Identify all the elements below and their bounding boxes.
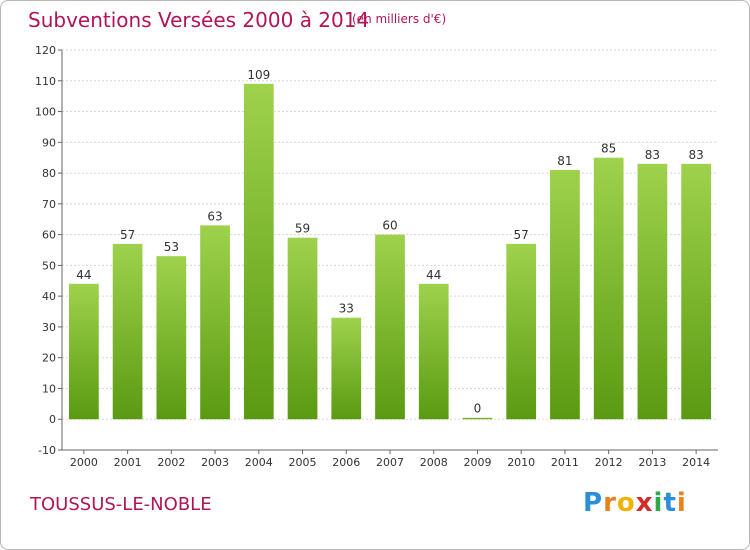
data-label: 63 bbox=[207, 209, 222, 223]
data-label: 85 bbox=[601, 142, 616, 156]
y-tick-label: 80 bbox=[42, 167, 56, 180]
x-tick-label: 2006 bbox=[332, 456, 360, 469]
bar bbox=[418, 283, 449, 420]
data-label: 44 bbox=[76, 268, 91, 282]
data-label: 60 bbox=[382, 219, 397, 233]
x-tick-label: 2002 bbox=[157, 456, 185, 469]
y-tick-label: 110 bbox=[35, 75, 56, 88]
y-tick-label: 30 bbox=[42, 321, 56, 334]
bar bbox=[375, 234, 405, 420]
logo-letter: o bbox=[616, 488, 636, 518]
bar bbox=[287, 237, 318, 420]
y-tick-label: 60 bbox=[42, 229, 56, 242]
bar bbox=[331, 317, 362, 420]
data-label: 83 bbox=[688, 148, 703, 162]
logo-letter: x bbox=[635, 488, 654, 518]
data-label: 0 bbox=[474, 402, 482, 416]
x-tick-label: 2003 bbox=[201, 456, 229, 469]
proxiti-logo: Proxiti bbox=[583, 488, 687, 518]
y-tick-label: 40 bbox=[42, 290, 56, 303]
x-tick-label: 2011 bbox=[551, 456, 579, 469]
bar bbox=[156, 256, 187, 420]
bar bbox=[462, 417, 493, 420]
x-tick-label: 2004 bbox=[245, 456, 273, 469]
x-tick-label: 2001 bbox=[114, 456, 142, 469]
bar bbox=[637, 163, 668, 420]
y-tick-label: 90 bbox=[42, 136, 56, 149]
x-tick-label: 2012 bbox=[595, 456, 623, 469]
logo-letter: t bbox=[663, 488, 677, 518]
y-tick-label: 70 bbox=[42, 198, 56, 211]
logo-letter: i bbox=[653, 488, 664, 518]
y-tick-label: 100 bbox=[35, 106, 56, 119]
bar bbox=[681, 163, 712, 420]
x-tick-label: 2007 bbox=[376, 456, 404, 469]
data-label: 57 bbox=[120, 228, 135, 242]
y-tick-label: 10 bbox=[42, 382, 56, 395]
data-label: 57 bbox=[514, 228, 529, 242]
y-tick-label: 20 bbox=[42, 352, 56, 365]
bar bbox=[593, 157, 624, 420]
bar bbox=[68, 283, 99, 420]
x-tick-label: 2000 bbox=[70, 456, 98, 469]
data-label: 83 bbox=[645, 148, 660, 162]
bar bbox=[112, 243, 143, 420]
commune-name: TOUSSUS-LE-NOBLE bbox=[30, 494, 212, 515]
x-tick-label: 2013 bbox=[638, 456, 666, 469]
data-label: 53 bbox=[164, 240, 179, 254]
chart-subtitle: (en milliers d'€) bbox=[352, 12, 447, 26]
x-tick-label: 2014 bbox=[682, 456, 710, 469]
bar bbox=[200, 225, 230, 420]
logo-letter: P bbox=[583, 488, 604, 518]
data-label: 109 bbox=[247, 68, 270, 82]
y-tick-label: 0 bbox=[49, 413, 56, 426]
y-tick-label: 50 bbox=[42, 259, 56, 272]
y-tick-label: 120 bbox=[35, 44, 56, 57]
chart-title: Subventions Versées 2000 à 2014 bbox=[28, 8, 370, 32]
x-tick-label: 2005 bbox=[289, 456, 317, 469]
data-label: 33 bbox=[339, 302, 354, 316]
data-label: 59 bbox=[295, 222, 310, 236]
bar bbox=[550, 170, 580, 420]
y-tick-label: -10 bbox=[38, 444, 56, 457]
bar bbox=[506, 243, 537, 420]
bar bbox=[243, 83, 274, 420]
x-tick-label: 2008 bbox=[420, 456, 448, 469]
data-label: 81 bbox=[557, 154, 572, 168]
data-label: 44 bbox=[426, 268, 441, 282]
logo-letter: r bbox=[603, 488, 617, 518]
x-tick-label: 2010 bbox=[507, 456, 535, 469]
x-tick-label: 2009 bbox=[463, 456, 491, 469]
logo-letter: i bbox=[676, 488, 687, 518]
